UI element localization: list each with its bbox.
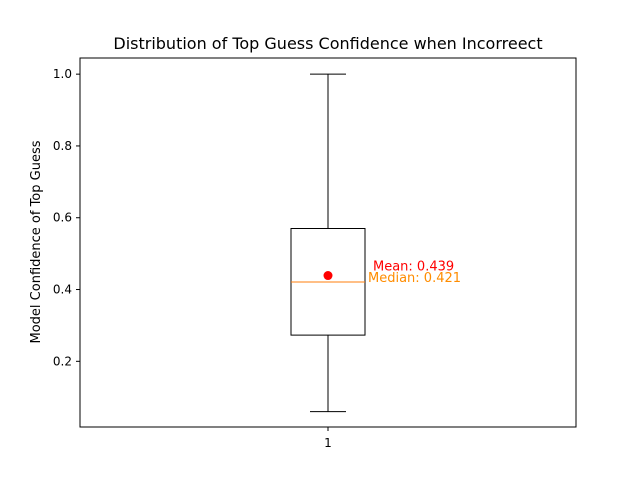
x-tick-label: 1 xyxy=(324,436,332,450)
y-tick-label: 0.4 xyxy=(53,283,72,297)
y-tick-label: 1.0 xyxy=(53,67,72,81)
mean-marker xyxy=(323,271,333,281)
mean-annotation: Mean: 0.439 xyxy=(373,260,454,275)
y-axis-label: Model Confidence of Top Guess xyxy=(29,140,44,343)
plot-frame xyxy=(79,57,577,428)
y-axis-ticks: 0.2 0.4 0.6 0.8 1.0 xyxy=(53,67,80,368)
box-series xyxy=(290,73,366,413)
chart-title: Distribution of Top Guess Confidence whe… xyxy=(113,34,542,53)
y-tick-label: 0.8 xyxy=(53,139,72,153)
y-tick-label: 0.6 xyxy=(53,211,72,225)
x-axis-ticks: 1 xyxy=(324,427,332,450)
median-annotation: Median: 0.421 xyxy=(368,271,461,286)
y-tick-label: 0.2 xyxy=(53,354,72,368)
